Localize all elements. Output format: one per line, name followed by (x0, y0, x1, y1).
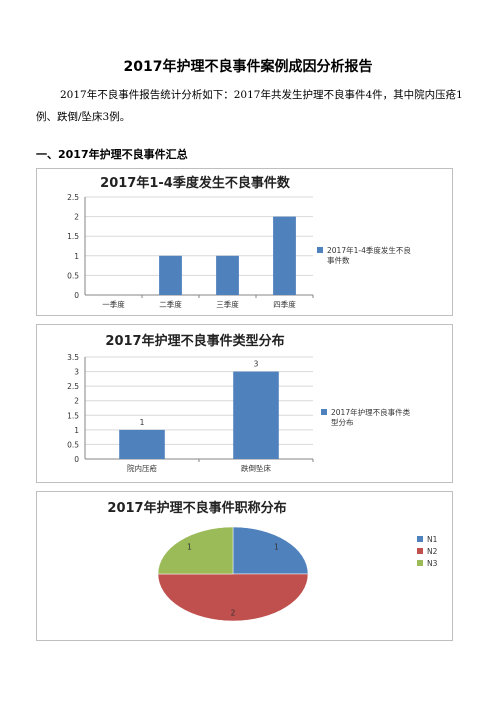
chart-staff-titles: 2017年护理不良事件职称分布 1 2 1 N1 N2 N3 (36, 491, 453, 641)
y-tick-label: 2 (74, 397, 79, 406)
legend-label: N1 (427, 535, 438, 544)
legend-label: N2 (427, 547, 438, 556)
y-tick-label: 0 (74, 291, 79, 300)
y-tick-label: 0.5 (67, 440, 79, 449)
y-tick-label: 1 (74, 426, 79, 435)
y-tick-label: 3 (74, 368, 79, 377)
legend-swatch (417, 560, 423, 566)
data-label: 1 (140, 418, 145, 427)
chart-title: 2017年1-4季度发生不良事件数 (100, 175, 291, 191)
legend-label: N3 (427, 559, 438, 568)
legend-label: 2017年1-4季度发生不良 (327, 245, 411, 255)
y-tick-label: 2 (74, 213, 79, 222)
chart-quarterly-events: 2017年1-4季度发生不良事件数 0 0.5 1 1.5 2 2.5 一季度 二季度 三季度 四… (36, 168, 453, 316)
summary-paragraph: 2017年不良事件报告统计分析如下：2017年共发生护理不良事件4件，其中院内压… (36, 89, 463, 123)
y-tick-label: 1 (74, 252, 79, 261)
x-tick-label: 跌倒坠床 (241, 463, 271, 473)
bar (119, 429, 165, 459)
x-tick-label: 三季度 (216, 299, 239, 309)
bar (273, 216, 296, 295)
legend-label: 事件数 (327, 255, 350, 265)
legend-swatch (321, 409, 327, 415)
legend-swatch (417, 548, 423, 554)
y-tick-label: 0.5 (67, 271, 79, 280)
x-tick-label: 二季度 (159, 299, 182, 309)
chart-title: 2017年护理不良事件类型分布 (105, 333, 284, 349)
pie-slice (232, 526, 309, 575)
data-label: 3 (254, 360, 259, 369)
y-tick-label: 3.5 (67, 353, 79, 362)
y-tick-label: 0 (74, 455, 79, 464)
data-label: 2 (231, 609, 236, 618)
x-tick-label: 四季度 (273, 299, 296, 309)
data-label: 1 (274, 543, 279, 552)
pie-slice (157, 526, 234, 575)
data-label: 1 (187, 543, 192, 552)
bar (159, 255, 182, 295)
y-tick-label: 2.5 (67, 193, 79, 202)
y-tick-label: 2.5 (67, 382, 79, 391)
pie-slice (157, 573, 309, 622)
y-tick-label: 1.5 (67, 232, 79, 241)
x-tick-label: 院内压疮 (127, 463, 157, 473)
legend-label: 型分布 (331, 417, 354, 427)
section-heading: 一、2017年护理不良事件汇总 (36, 148, 188, 161)
legend-swatch (417, 536, 423, 542)
chart-event-types: 2017年护理不良事件类型分布 0 0.5 1 1.5 2 2.5 3 3.5 1 院内压疮 3 跌倒… (36, 324, 453, 483)
chart-staff-titles-svg: 2017年护理不良事件职称分布 1 2 1 N1 N2 N3 (107, 500, 438, 622)
chart-quarterly-events-svg: 2017年1-4季度发生不良事件数 0 0.5 1 1.5 2 2.5 一季度 二季度 三季度 四… (67, 175, 411, 309)
bar (233, 371, 279, 459)
document-title: 2017年护理不良事件案例成因分析报告 (123, 59, 373, 75)
bar (216, 255, 239, 295)
legend-label: 2017年护理不良事件类 (331, 407, 411, 417)
legend-swatch (317, 247, 323, 253)
chart-title: 2017年护理不良事件职称分布 (107, 500, 286, 516)
x-tick-label: 一季度 (102, 299, 125, 309)
y-tick-label: 1.5 (67, 411, 79, 420)
chart-event-types-svg: 2017年护理不良事件类型分布 0 0.5 1 1.5 2 2.5 3 3.5 1 院内压疮 3 跌倒… (67, 333, 411, 473)
